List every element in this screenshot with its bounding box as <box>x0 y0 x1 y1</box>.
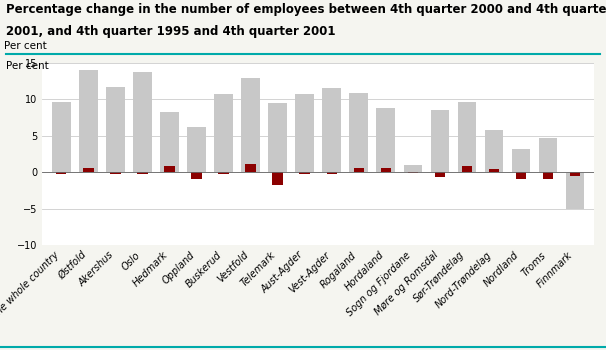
Text: Per cent: Per cent <box>6 61 49 71</box>
Bar <box>52 102 70 172</box>
Bar <box>511 149 530 172</box>
Bar <box>353 168 364 172</box>
Bar <box>539 138 557 172</box>
Bar <box>488 169 499 172</box>
Bar <box>435 172 445 177</box>
Bar <box>327 172 337 174</box>
Bar <box>160 112 179 172</box>
Bar <box>191 172 202 180</box>
Bar <box>83 168 93 172</box>
Bar <box>458 102 476 172</box>
Bar <box>215 93 233 172</box>
Bar <box>273 172 283 185</box>
Bar <box>350 93 368 172</box>
Bar <box>106 87 125 172</box>
Bar <box>245 164 256 172</box>
Text: Percentage change in the number of employees between 4th quarter 2000 and 4th qu: Percentage change in the number of emplo… <box>6 4 606 16</box>
Bar <box>299 172 310 174</box>
Bar <box>187 127 206 172</box>
Bar <box>376 108 395 172</box>
Text: Per cent: Per cent <box>4 41 47 51</box>
Text: 2001, and 4th quarter 1995 and 4th quarter 2001: 2001, and 4th quarter 1995 and 4th quart… <box>6 25 336 37</box>
Bar <box>110 172 121 174</box>
Bar <box>408 172 418 173</box>
Bar <box>56 172 67 174</box>
Bar <box>404 165 422 172</box>
Bar <box>485 130 503 172</box>
Bar <box>295 93 314 172</box>
Bar <box>430 110 449 172</box>
Bar <box>268 103 287 172</box>
Bar <box>322 89 341 172</box>
Bar <box>570 172 580 176</box>
Bar <box>462 166 472 172</box>
Bar <box>218 172 228 174</box>
Bar <box>133 72 152 172</box>
Bar <box>516 172 526 180</box>
Bar <box>381 168 391 172</box>
Bar <box>79 70 98 172</box>
Bar <box>164 166 175 172</box>
Bar <box>241 78 260 172</box>
Bar <box>138 172 148 174</box>
Bar <box>566 172 584 209</box>
Bar <box>543 172 553 179</box>
